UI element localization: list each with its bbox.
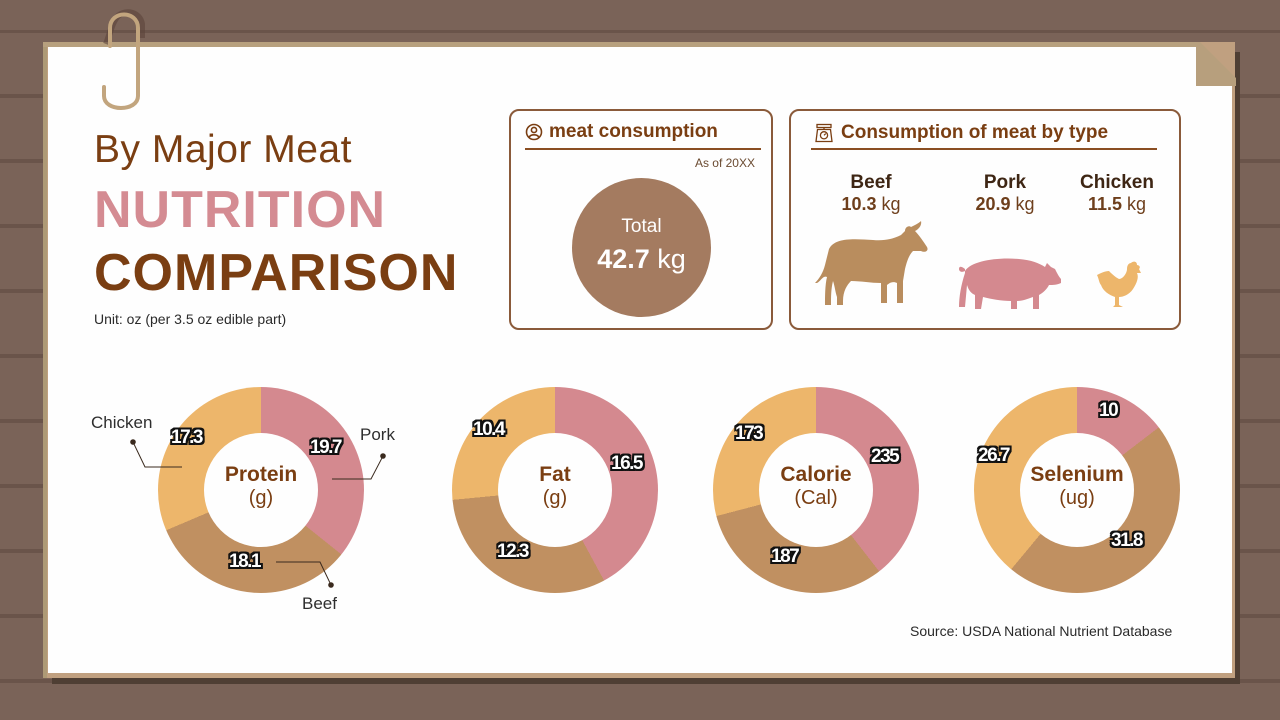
legend-beef: Beef — [302, 594, 337, 613]
unit-note: Unit: oz (per 3.5 oz edible part) — [94, 311, 287, 327]
meat-consumption-title: meat consumption — [549, 121, 718, 142]
chicken-icon — [1097, 261, 1141, 307]
calorie-chicken-value: 173 — [735, 423, 764, 444]
consumption-by-type-title: Consumption of meat by type — [841, 122, 1109, 143]
pork-consumption: Pork 20.9 kg — [975, 172, 1035, 214]
total-value: 42.7 kg — [597, 244, 686, 274]
donut-unit: (ug) — [1059, 487, 1095, 509]
meat-consumption-header: meat consumption — [525, 121, 718, 143]
as-of-date: As of 20XX — [694, 156, 755, 170]
fat-beef-value: 12.3 — [497, 541, 529, 562]
paperclip-icon — [102, 9, 145, 110]
pig-icon — [959, 258, 1061, 309]
protein-pork-value: 19.7 — [310, 437, 342, 458]
protein-beef-value: 18.1 — [229, 551, 261, 572]
donut-title: Selenium — [1030, 463, 1124, 486]
donut-unit: (g) — [248, 487, 274, 509]
beef-consumption: Beef 10.3 kg — [841, 172, 901, 214]
selenium-beef-value: 31.8 — [1111, 530, 1143, 551]
header-divider — [811, 148, 1157, 150]
title-line-3: COMPARISON — [94, 244, 459, 302]
total-consumption-circle: Total 42.7 kg — [572, 178, 711, 317]
fat-pork-value: 16.5 — [611, 453, 643, 474]
header-divider — [525, 148, 761, 150]
background-top-band — [0, 0, 1280, 30]
meat-consumption-card: meat consumption As of 20XX Total 42.7 k… — [509, 109, 773, 330]
donut-unit: (g) — [542, 487, 568, 509]
selenium-pork-value: 10 — [1099, 400, 1119, 421]
legend-chicken: Chicken — [91, 413, 153, 432]
selenium-chicken-value: 26.7 — [978, 445, 1010, 466]
title-line-1: By Major Meat — [94, 128, 352, 171]
donut-unit: (Cal) — [794, 487, 838, 509]
protein-donut-chart: Protein (g) — [158, 387, 364, 593]
selenium-donut-chart: Selenium (ug) — [974, 387, 1180, 593]
consumption-by-type-card: Consumption of meat by type Beef 10.3 kg… — [789, 109, 1181, 330]
donut-title: Fat — [539, 463, 571, 486]
title-line-2: NUTRITION — [94, 181, 387, 239]
fat-donut-chart: Fat (g) — [452, 387, 658, 593]
legend-pork: Pork — [360, 425, 395, 444]
paper-top-edge — [43, 42, 1200, 47]
calorie-pork-value: 235 — [871, 446, 900, 467]
user-circle-icon — [525, 123, 543, 141]
donut-title: Calorie — [780, 463, 852, 486]
consumption-by-type-header: Consumption of meat by type — [813, 122, 1108, 144]
total-label: Total — [621, 216, 662, 237]
donut-title: Protein — [224, 463, 298, 486]
cow-icon — [815, 221, 928, 305]
chicken-consumption: Chicken 11.5 kg — [1080, 172, 1154, 214]
protein-chicken-value: 17.3 — [171, 427, 203, 448]
calorie-beef-value: 187 — [771, 546, 800, 567]
calorie-donut-chart: Calorie (Cal) — [713, 387, 919, 593]
scale-icon — [815, 123, 833, 143]
source-note: Source: USDA National Nutrient Database — [910, 623, 1173, 639]
fat-chicken-value: 10.4 — [473, 419, 505, 440]
